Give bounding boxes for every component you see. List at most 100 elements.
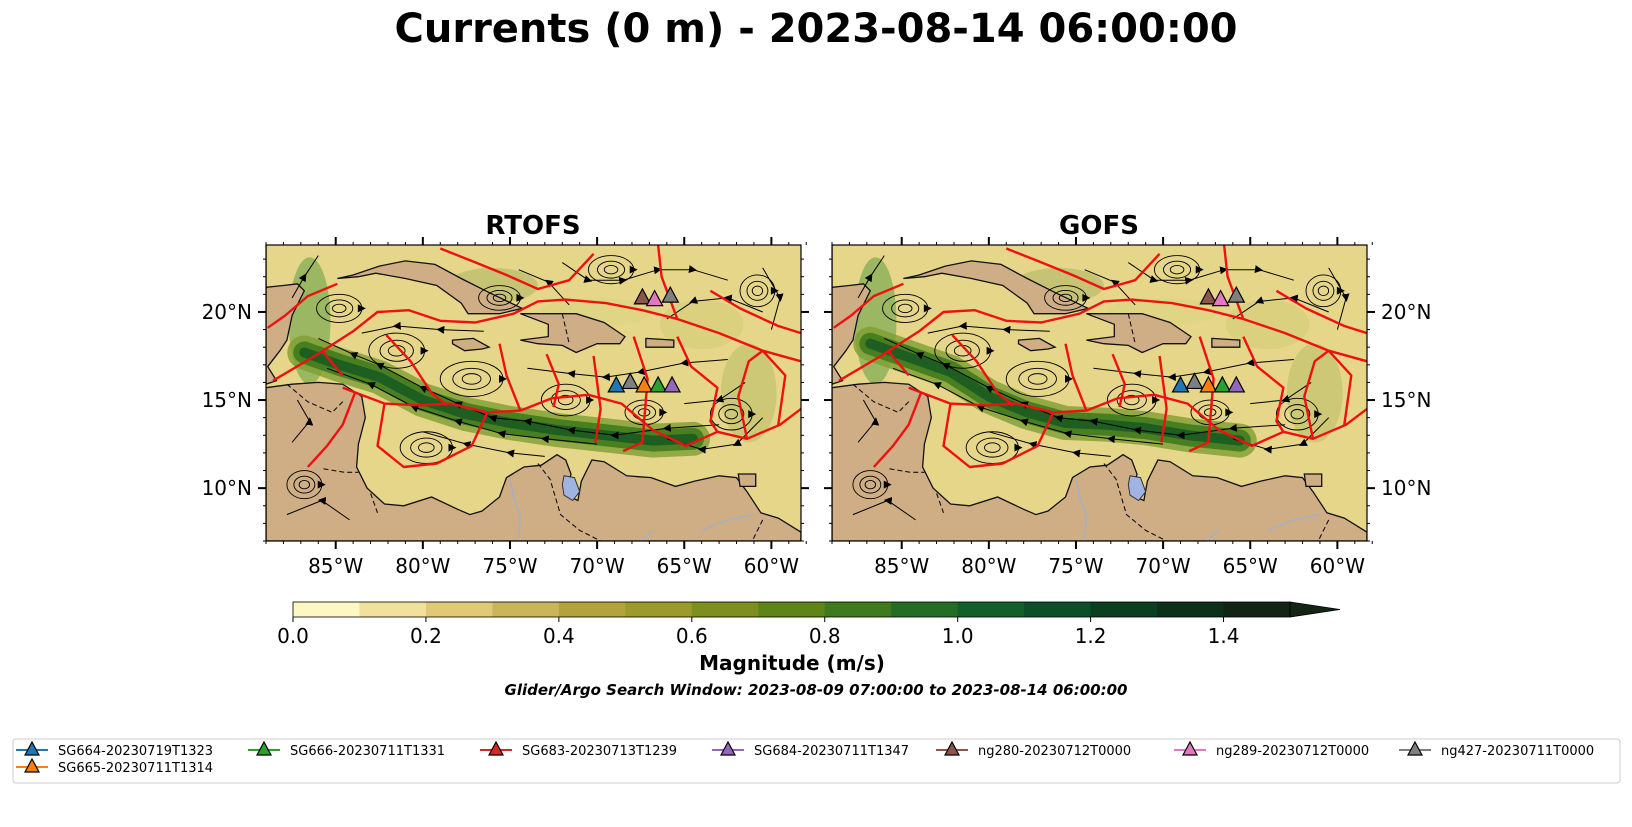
colorbar-swatch bbox=[293, 602, 360, 617]
flow-arrow bbox=[420, 346, 429, 355]
land bbox=[645, 337, 675, 348]
legend: SG664-20230719T1323 SG665-20230711T1314 SG… bbox=[12, 738, 1621, 784]
flow-arrow bbox=[499, 374, 508, 383]
platform-marker bbox=[649, 375, 668, 393]
eddy-streamline bbox=[298, 479, 311, 490]
eddy-streamline bbox=[1018, 367, 1057, 390]
eez-boundary bbox=[908, 386, 1367, 448]
country-border bbox=[1127, 313, 1136, 344]
flow-arrow bbox=[586, 396, 595, 405]
lake-maracaibo bbox=[1127, 475, 1147, 502]
land bbox=[1017, 337, 1057, 352]
lon-tick-label: 85°W bbox=[308, 554, 363, 578]
eddy-streamline bbox=[461, 373, 482, 385]
lon-tick-label: 65°W bbox=[1223, 554, 1278, 578]
lake-maracaibo bbox=[561, 475, 581, 502]
streamline bbox=[1328, 267, 1350, 330]
eez-boundary bbox=[676, 336, 719, 433]
eddy-streamline bbox=[724, 408, 739, 420]
eez-boundary bbox=[737, 349, 764, 440]
lon-tick-label: 85°W bbox=[874, 554, 929, 578]
flow-arrow bbox=[448, 443, 457, 452]
eddy-streamline bbox=[1169, 264, 1185, 275]
lon-tick-label: 80°W bbox=[961, 554, 1016, 578]
colorbar-tick-label: 0.4 bbox=[543, 624, 575, 648]
legend-entry: ng289-20230712T0000 bbox=[1174, 740, 1369, 759]
streamline bbox=[361, 321, 484, 334]
streamline bbox=[326, 367, 598, 445]
flow-arrow bbox=[1336, 286, 1345, 295]
eez-boundary bbox=[1111, 353, 1126, 408]
flow-arrow bbox=[923, 304, 932, 313]
country-border bbox=[936, 493, 945, 513]
eez-boundary bbox=[761, 349, 787, 425]
eddy-streamline bbox=[1317, 285, 1330, 297]
flow-arrow bbox=[748, 410, 757, 419]
river bbox=[1206, 529, 1220, 541]
eddy-streamline bbox=[550, 390, 581, 411]
land bbox=[520, 313, 626, 354]
streamline bbox=[518, 269, 570, 306]
country-border bbox=[1103, 463, 1167, 541]
eddy-streamline bbox=[1116, 390, 1147, 411]
streamline bbox=[286, 496, 350, 521]
colorbar-swatch bbox=[558, 602, 626, 617]
eez-boundary bbox=[385, 334, 448, 407]
colorbar-swatch bbox=[824, 602, 892, 617]
eddy-streamline bbox=[325, 299, 354, 318]
platform-marker bbox=[1199, 287, 1218, 305]
platform-marker bbox=[1227, 285, 1246, 303]
land bbox=[1303, 473, 1323, 488]
country-border bbox=[537, 463, 601, 541]
colorbar-tick-label: 1.4 bbox=[1208, 624, 1240, 648]
flow-arrow bbox=[659, 408, 668, 417]
eez-boundary bbox=[498, 343, 522, 412]
colorbar-swatch bbox=[625, 602, 693, 617]
platform-marker bbox=[633, 287, 652, 305]
flow-arrow bbox=[1195, 265, 1204, 274]
lon-tick-label: 65°W bbox=[657, 554, 712, 578]
colorbar-swatch bbox=[891, 602, 959, 617]
streamline bbox=[1084, 269, 1136, 306]
legend-entry: ng280-20230712T0000 bbox=[936, 740, 1131, 759]
panel-gofs: GOFS 85°W 80°W 75°W 70°W 65°W 60°W 20°N 15°N 10°… bbox=[824, 211, 1431, 578]
colorbar-swatch bbox=[359, 602, 427, 617]
colorbar-swatch bbox=[758, 602, 826, 617]
streamline bbox=[1093, 358, 1294, 382]
eddy-streamline bbox=[410, 437, 443, 458]
speed-patch bbox=[1225, 299, 1310, 349]
lat-tick-label: 10°N bbox=[202, 476, 252, 500]
flow-arrow bbox=[1082, 293, 1091, 302]
lon-tick-label: 70°W bbox=[1135, 554, 1190, 578]
lat-tick-label: 20°N bbox=[1381, 300, 1431, 324]
eez-boundary bbox=[709, 289, 801, 335]
legend-marker bbox=[719, 740, 737, 756]
eddy-streamline bbox=[718, 404, 745, 425]
colorbar-swatch bbox=[425, 602, 493, 617]
lat-tick-label: 15°N bbox=[1381, 388, 1431, 412]
streamline bbox=[684, 381, 746, 405]
streamline bbox=[1232, 294, 1329, 320]
figure-title: Currents (0 m) - 2023-08-14 06:00:00 bbox=[395, 6, 1238, 52]
colorbar-frame bbox=[292, 601, 1291, 618]
colorbar-swatch bbox=[691, 602, 759, 617]
eez-boundary bbox=[1242, 336, 1285, 433]
flow-arrow bbox=[317, 480, 326, 489]
eddy-streamline bbox=[418, 442, 435, 453]
legend-entry: SG665-20230711T1314 bbox=[16, 757, 213, 776]
legend-label: SG665-20230711T1314 bbox=[58, 761, 213, 776]
legend-label: ng289-20230712T0000 bbox=[1216, 744, 1369, 759]
streamline bbox=[666, 294, 763, 320]
river bbox=[1075, 479, 1088, 541]
platform-marker bbox=[635, 375, 654, 393]
legend-marker bbox=[487, 740, 505, 756]
eez-boundary bbox=[545, 353, 560, 408]
eddy-streamline bbox=[859, 475, 882, 494]
eddy-streamline bbox=[746, 280, 769, 301]
country-border bbox=[751, 519, 764, 541]
lon-tick-label: 75°W bbox=[482, 554, 537, 578]
river bbox=[701, 513, 755, 532]
colorbar: 0.0 0.2 0.4 0.6 0.8 1.0 1.2 1.4 Magnitude (m/s) bbox=[277, 601, 1341, 675]
flow-arrow bbox=[1014, 443, 1023, 452]
legend-marker bbox=[1406, 740, 1424, 756]
